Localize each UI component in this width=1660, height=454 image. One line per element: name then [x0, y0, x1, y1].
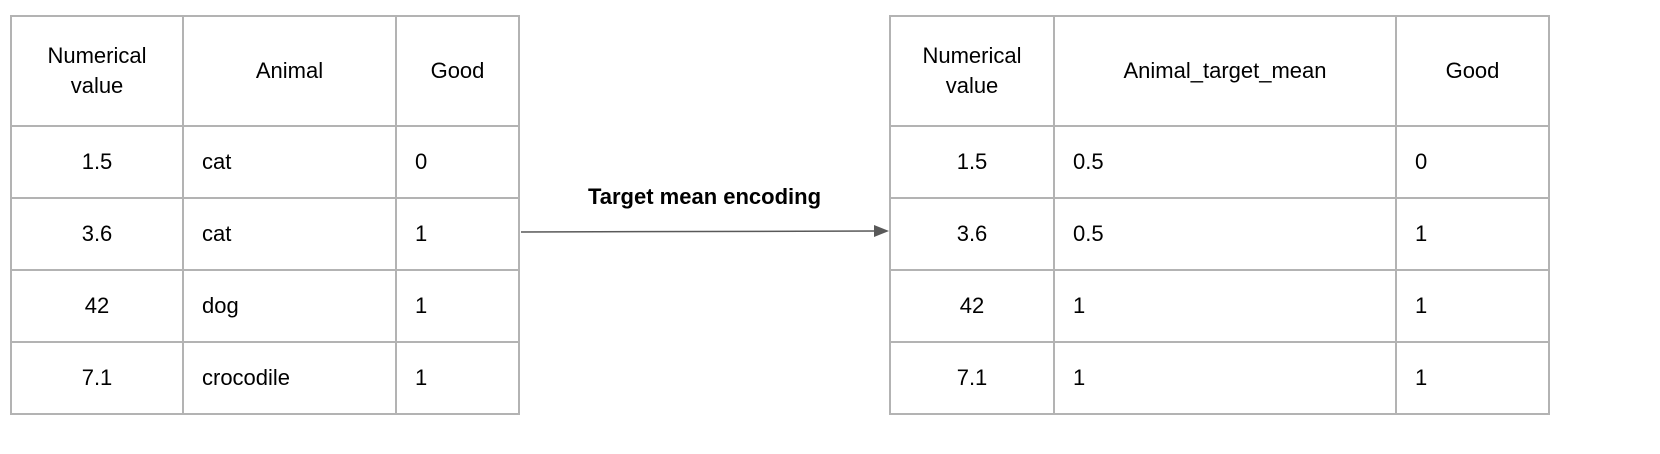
table-row: 42 dog 1	[10, 269, 520, 343]
header-row: Numerical value Animal_target_mean Good	[889, 15, 1550, 127]
cell-numerical-value: 42	[889, 269, 1055, 343]
cell-numerical-value: 42	[10, 269, 184, 343]
cell-numerical-value: 3.6	[889, 197, 1055, 271]
cell-good: 1	[395, 269, 520, 343]
header-good: Good	[1395, 15, 1550, 127]
arrow-label: Target mean encoding	[587, 184, 822, 209]
cell-good: 0	[1395, 125, 1550, 199]
table-row: 1.5 0.5 0	[889, 125, 1550, 199]
cell-good: 1	[395, 341, 520, 415]
cell-animal-target-mean: 1	[1053, 269, 1397, 343]
cell-animal: crocodile	[182, 341, 397, 415]
arrow-head-icon	[874, 225, 889, 237]
header-animal: Animal	[182, 15, 397, 127]
cell-animal-target-mean: 0.5	[1053, 125, 1397, 199]
table-row: 7.1 1 1	[889, 341, 1550, 415]
cell-good: 1	[1395, 341, 1550, 415]
table-row: 1.5 cat 0	[10, 125, 520, 199]
cell-good: 1	[1395, 197, 1550, 271]
header-numerical-value: Numerical value	[889, 15, 1055, 127]
cell-animal: cat	[182, 125, 397, 199]
cell-animal-target-mean: 0.5	[1053, 197, 1397, 271]
table-row: 3.6 cat 1	[10, 197, 520, 271]
cell-numerical-value: 1.5	[889, 125, 1055, 199]
cell-numerical-value: 7.1	[889, 341, 1055, 415]
original-table: Numerical value Animal Good 1.5 cat 0 3.…	[10, 15, 520, 415]
cell-animal: dog	[182, 269, 397, 343]
header-numerical-value: Numerical value	[10, 15, 184, 127]
arrow-line	[520, 230, 877, 233]
header-animal-target-mean: Animal_target_mean	[1053, 15, 1397, 127]
table-row: 3.6 0.5 1	[889, 197, 1550, 271]
cell-good: 1	[395, 197, 520, 271]
header-good: Good	[395, 15, 520, 127]
encoded-table: Numerical value Animal_target_mean Good …	[889, 15, 1550, 415]
cell-numerical-value: 1.5	[10, 125, 184, 199]
cell-animal: cat	[182, 197, 397, 271]
cell-animal-target-mean: 1	[1053, 341, 1397, 415]
cell-good: 0	[395, 125, 520, 199]
cell-numerical-value: 3.6	[10, 197, 184, 271]
cell-good: 1	[1395, 269, 1550, 343]
table-row: 42 1 1	[889, 269, 1550, 343]
cell-numerical-value: 7.1	[10, 341, 184, 415]
header-row: Numerical value Animal Good	[10, 15, 520, 127]
table-row: 7.1 crocodile 1	[10, 341, 520, 415]
